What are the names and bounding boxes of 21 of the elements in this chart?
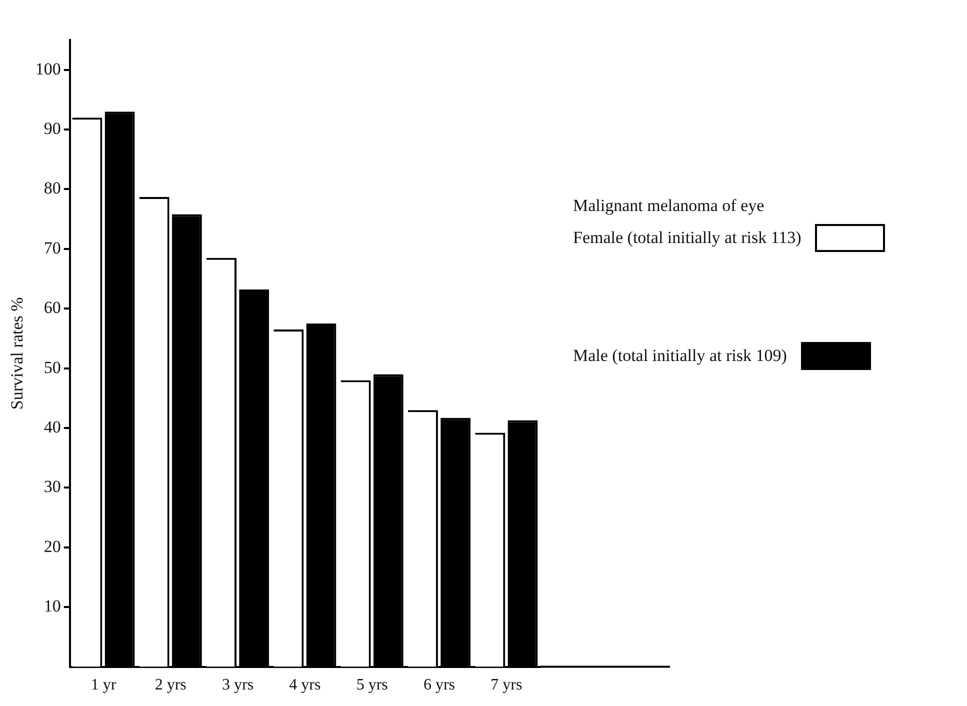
x-tick-label: 5 yrs [356,676,388,694]
y-tick-label: 50 [44,358,61,377]
x-tick-label: 3 yrs [222,676,254,694]
x-tick-label: 7 yrs [490,676,522,694]
y-tick-label: 90 [44,119,61,138]
legend-label: Female (total initially at risk 113) [573,228,802,248]
y-tick-label: 40 [44,417,61,436]
x-tick-label: 6 yrs [423,676,456,694]
y-tick-label: 10 [44,596,61,616]
x-tick-label: 4 yrs [289,676,321,694]
legend-label: Male (total initially at risk 109) [573,346,787,366]
y-tick-label: 60 [44,298,61,318]
y-tick-label: 70 [44,238,61,258]
y-tick-label: 20 [44,536,61,556]
x-tick-label: 1 yr [90,676,117,694]
y-tick-label: 30 [44,477,61,496]
y-axis-title: Survival rates % [8,297,27,410]
y-tick-label: 80 [44,178,61,198]
y-tick-label: 100 [35,59,61,78]
x-tick-label: 2 yrs [154,676,186,694]
legend-title: Malignant melanoma of eye [573,196,766,216]
